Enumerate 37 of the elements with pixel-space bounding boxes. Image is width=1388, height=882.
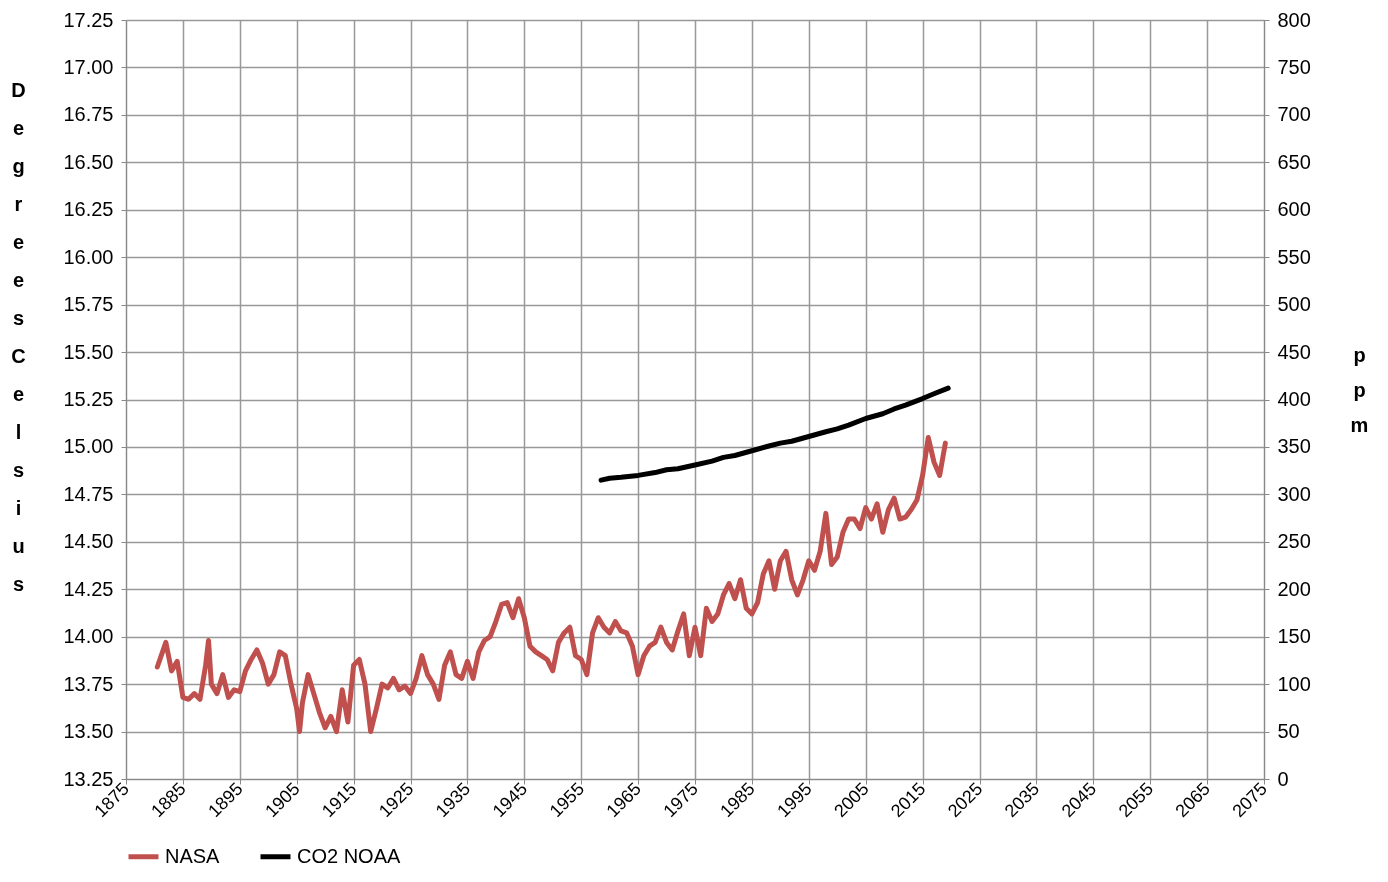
y-tick-label: 15.50 (63, 340, 114, 363)
y-tick-label: 13.75 (63, 672, 114, 695)
y-tick-label: 16.50 (63, 150, 114, 173)
y2-tick-label: 450 (1277, 340, 1311, 363)
y-tick-label: 14.75 (63, 482, 114, 505)
legend-label: NASA (165, 844, 221, 867)
y-tick-label: 15.75 (63, 293, 114, 316)
y2-tick-label: 250 (1277, 530, 1311, 553)
y-tick-label: 16.00 (63, 245, 114, 268)
legend-label: CO2 NOAA (297, 844, 402, 867)
y-tick-label: 16.25 (63, 198, 114, 221)
y-tick-label: 14.25 (63, 577, 114, 600)
y2-tick-label: 700 (1277, 103, 1311, 126)
y2-tick-label: 150 (1277, 625, 1311, 648)
y2-tick-label: 750 (1277, 55, 1311, 78)
y-tick-label: 16.75 (63, 103, 114, 126)
y2-tick-label: 350 (1277, 435, 1311, 458)
y2-tick-label: 650 (1277, 150, 1311, 173)
y-tick-label: 15.25 (63, 388, 114, 410)
y2-tick-label: 0 (1277, 767, 1289, 790)
y-tick-label: 17.00 (63, 55, 114, 78)
text: Degrees Celsius (11, 78, 26, 595)
y2-tick-label: 300 (1277, 482, 1311, 505)
y2-tick-label: 400 (1277, 388, 1311, 410)
y2-tick-label: 600 (1277, 198, 1311, 221)
y2-tick-label: 800 (1277, 8, 1311, 31)
y-tick-label: 17.25 (63, 8, 114, 31)
y-tick-label: 14.00 (63, 625, 114, 648)
y2-axis-title: ppm (1350, 343, 1369, 436)
y2-tick-label: 200 (1277, 577, 1311, 600)
y-tick-label: 13.50 (63, 720, 114, 743)
y-tick-label: 14.50 (63, 530, 114, 553)
y2-tick-label: 550 (1277, 245, 1311, 268)
y2-tick-label: 500 (1277, 293, 1311, 316)
y2-tick-label: 50 (1277, 720, 1300, 743)
y2-tick-label: 100 (1277, 672, 1311, 695)
y-tick-label: 15.00 (63, 435, 114, 458)
